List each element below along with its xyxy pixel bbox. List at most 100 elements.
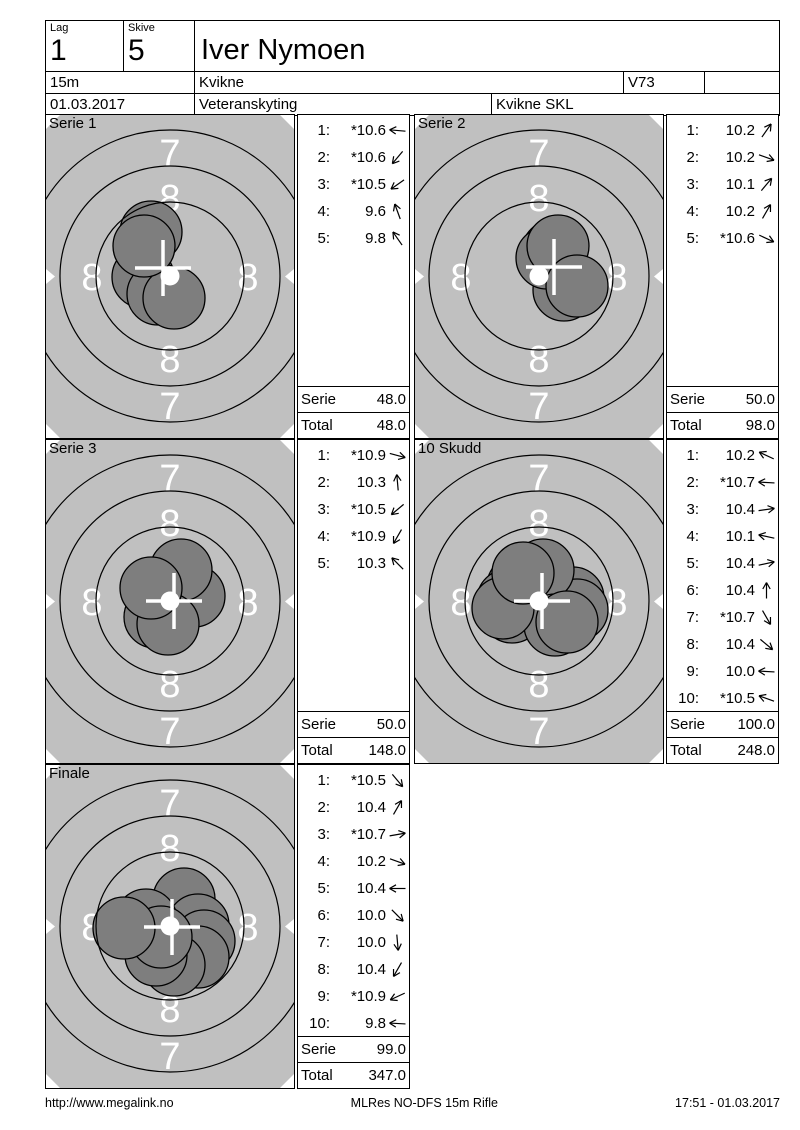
- total-value: 148.0: [368, 742, 406, 759]
- shot-number: 9:: [317, 988, 330, 1005]
- header-row-1: Lag 1 Skive 5 Iver Nymoen: [46, 21, 779, 71]
- shot-direction-arrow-icon: [392, 962, 403, 977]
- shot-row: 2: 10.2: [667, 144, 778, 171]
- shot-row: 7: *10.7: [667, 604, 778, 631]
- shot-row: 4: 9.6: [298, 198, 409, 225]
- score-panel: 1: *10.6 2: *10.6 3: *10.5 4: 9.6 5: 9.8 Serie 48…: [297, 114, 410, 439]
- shot-number: 10:: [309, 1015, 330, 1032]
- shooter-name: Iver Nymoen: [194, 21, 779, 71]
- shot-row: 3: 10.1: [667, 171, 778, 198]
- shot-value: 10.4: [725, 582, 755, 599]
- shot-number: 6:: [686, 582, 699, 599]
- total-label: Total: [301, 742, 333, 759]
- svg-text:8: 8: [450, 257, 471, 299]
- shot-direction-arrow-icon: [758, 450, 775, 460]
- serie-label: Serie: [670, 716, 706, 733]
- shot-number: 2:: [317, 474, 330, 491]
- shot-direction-arrow-icon: [758, 478, 775, 487]
- shot-row: 5: *10.6: [667, 225, 778, 252]
- shot-value: *10.7: [350, 826, 386, 843]
- serie-sum-row: Serie 48.0: [298, 386, 409, 412]
- shot-value: *10.9: [350, 988, 386, 1005]
- footer-url: http://www.megalink.no: [45, 1096, 174, 1110]
- shot-number: 1:: [686, 447, 699, 464]
- shot-row: 9: *10.9: [298, 983, 409, 1010]
- shot-number: 4:: [686, 528, 699, 545]
- shot-number: 2:: [317, 799, 330, 816]
- shot-number: 8:: [686, 636, 699, 653]
- svg-text:7: 7: [159, 458, 180, 500]
- total-value: 98.0: [745, 417, 775, 434]
- serie-label: Serie: [301, 1041, 337, 1058]
- shot-number: 5:: [686, 555, 699, 572]
- shot-direction-arrow-icon: [391, 773, 404, 788]
- shot-direction-arrow-icon: [390, 179, 405, 190]
- svg-text:8: 8: [528, 503, 549, 545]
- shot-direction-arrow-icon: [761, 204, 772, 219]
- shot-number: 5:: [686, 230, 699, 247]
- shot-number: 4:: [686, 203, 699, 220]
- svg-text:8: 8: [237, 257, 258, 299]
- svg-text:7: 7: [159, 783, 180, 825]
- target-title: Serie 1: [49, 115, 97, 132]
- total-label: Total: [301, 1067, 333, 1084]
- shot-direction-arrow-icon: [758, 558, 775, 568]
- skive-label: Skive: [128, 22, 155, 34]
- shot-direction-arrow-icon: [759, 638, 774, 651]
- serie-label: Serie: [301, 391, 337, 408]
- shot-value: 10.0: [356, 934, 386, 951]
- shot-list: 1: *10.5 2: 10.4 3: *10.7 4: 10.2 5: 10.4 6: 10.0 7:…: [298, 765, 409, 1036]
- total-label: Total: [670, 417, 702, 434]
- event-cell: Veteranskyting: [194, 94, 491, 115]
- svg-text:8: 8: [237, 582, 258, 624]
- serie-value: 50.0: [745, 391, 775, 408]
- shot-number: 3:: [317, 176, 330, 193]
- shot-direction-arrow-icon: [758, 667, 775, 676]
- shot-number: 7:: [686, 609, 699, 626]
- target-title: Finale: [49, 765, 90, 782]
- shot-row: 1: *10.9: [298, 442, 409, 469]
- svg-text:8: 8: [528, 664, 549, 706]
- svg-text:8: 8: [606, 582, 627, 624]
- target-title: Serie 3: [49, 440, 97, 457]
- total-value: 48.0: [376, 417, 406, 434]
- shot-number: 2:: [686, 149, 699, 166]
- svg-text:7: 7: [159, 133, 180, 175]
- target-graphic: 788 887: [46, 765, 294, 1088]
- shot-row: 2: 10.4: [298, 794, 409, 821]
- shot-number: 4:: [317, 203, 330, 220]
- shot-direction-arrow-icon: [758, 234, 775, 244]
- footer-timestamp: 17:51 - 01.03.2017: [675, 1096, 780, 1110]
- target-title: Serie 2: [418, 115, 466, 132]
- shot-row: 10: 9.8: [298, 1010, 409, 1036]
- skive-value: 5: [128, 34, 145, 67]
- class-cell: V73: [623, 72, 704, 93]
- shot-number: 3:: [686, 501, 699, 518]
- shot-number: 6:: [317, 907, 330, 924]
- target-title: 10 Skudd: [418, 440, 482, 457]
- shot-direction-arrow-icon: [389, 451, 406, 461]
- shot-value: 10.1: [725, 528, 755, 545]
- shot-value: 10.2: [725, 447, 755, 464]
- shot-value: 10.0: [356, 907, 386, 924]
- shot-row: 1: 10.2: [667, 442, 778, 469]
- shot-number: 4:: [317, 853, 330, 870]
- shot-value: 10.4: [356, 799, 386, 816]
- club-cell: Kvikne: [194, 72, 623, 93]
- shot-row: 7: 10.0: [298, 929, 409, 956]
- shot-value: 10.4: [725, 555, 755, 572]
- shot-direction-arrow-icon: [392, 231, 403, 246]
- score-panel: 1: *10.9 2: 10.3 3: *10.5 4: *10.9 5: 10.3 Serie …: [297, 439, 410, 764]
- shot-value: 10.4: [725, 636, 755, 653]
- shot-row: 3: *10.5: [298, 171, 409, 198]
- shot-list: 1: *10.9 2: 10.3 3: *10.5 4: *10.9 5: 10.3: [298, 440, 409, 711]
- svg-text:7: 7: [528, 133, 549, 175]
- shot-number: 10:: [678, 690, 699, 707]
- shot-direction-arrow-icon: [393, 934, 402, 951]
- total-sum-row: Total 347.0: [298, 1062, 409, 1088]
- shot-value: *10.5: [350, 176, 386, 193]
- shot-row: 2: 10.3: [298, 469, 409, 496]
- shot-value: *10.9: [350, 447, 386, 464]
